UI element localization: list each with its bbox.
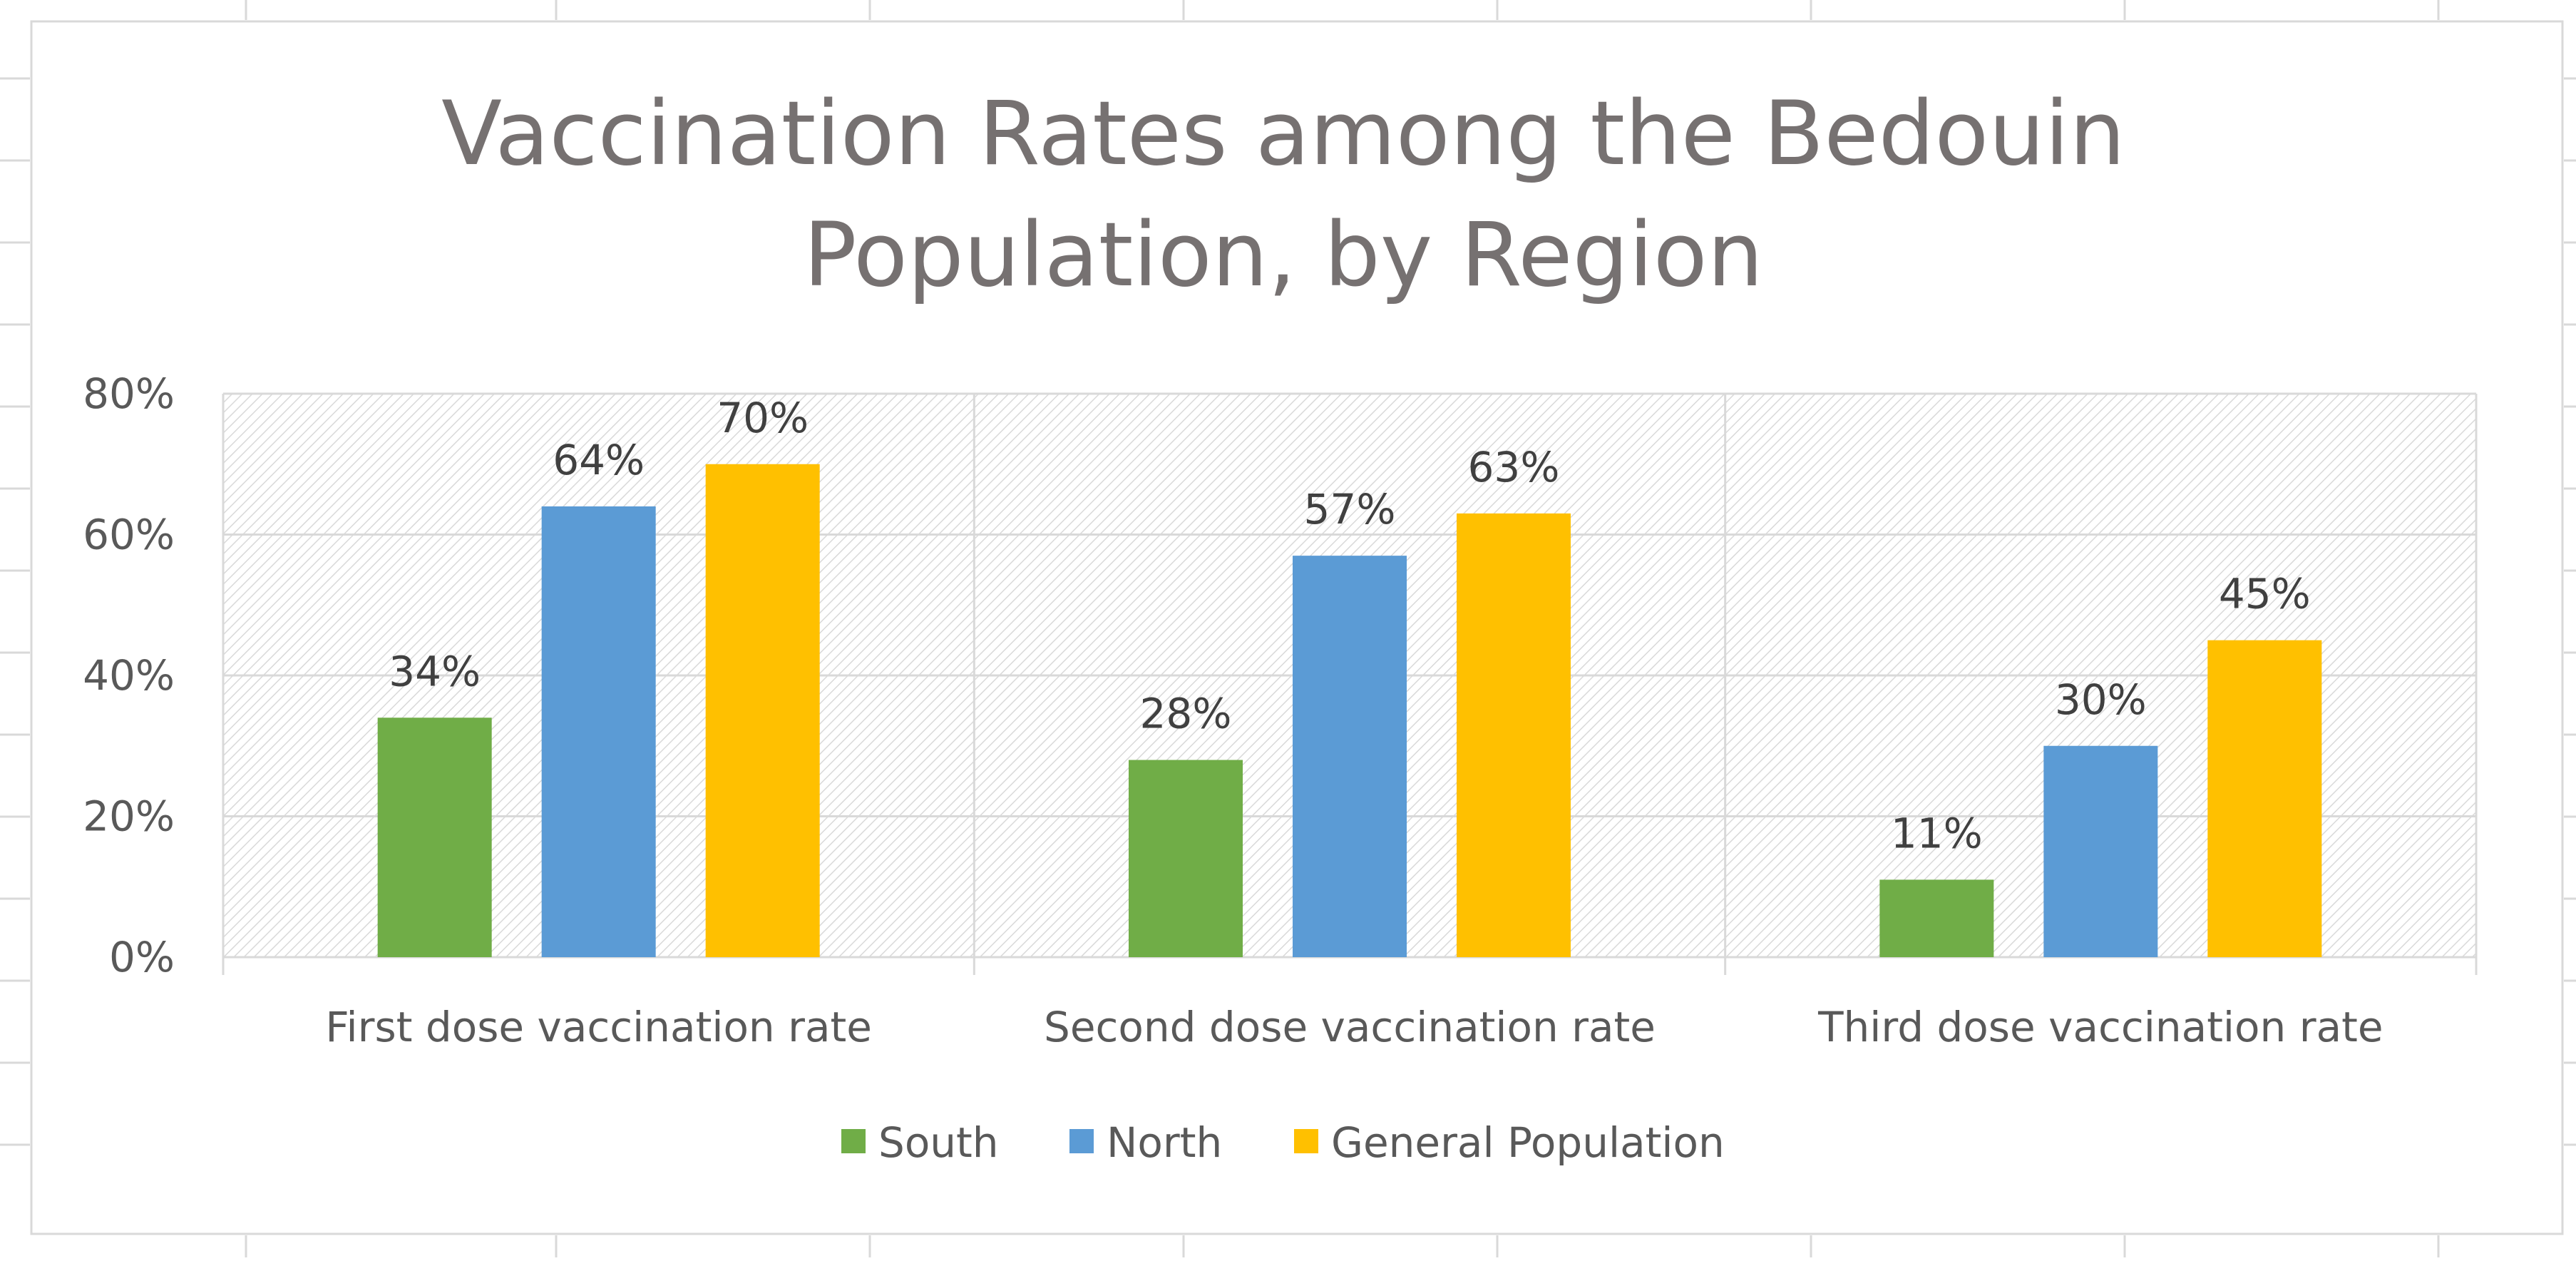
bar-south-1[interactable] <box>377 718 492 957</box>
data-label: 28% <box>1140 690 1232 738</box>
bar-north-3[interactable] <box>2043 745 2158 957</box>
bar-general-population-2[interactable] <box>1457 513 1571 957</box>
data-label: 30% <box>2055 675 2147 724</box>
bars <box>377 464 2322 958</box>
bar-south-2[interactable] <box>1129 760 1243 958</box>
y-tick-label: 60% <box>83 511 175 559</box>
data-label: 57% <box>1304 485 1396 534</box>
legend[interactable]: South North General Population <box>841 1118 1725 1167</box>
data-labels: 34% 64% 70% 28% 57% 63% 11% 30% 45% <box>389 394 2311 858</box>
legend-swatch <box>841 1129 866 1153</box>
x-axis-ticks: First dose vaccination rate Second dose v… <box>325 1003 2383 1051</box>
legend-item-north[interactable]: North <box>1069 1118 1222 1167</box>
data-label: 70% <box>717 394 809 442</box>
legend-label: General Population <box>1331 1118 1725 1167</box>
legend-label: South <box>878 1118 999 1167</box>
y-tick-label: 0% <box>109 933 175 981</box>
data-label: 34% <box>389 647 481 695</box>
legend-swatch <box>1069 1129 1094 1153</box>
bar-general-population-1[interactable] <box>705 464 820 957</box>
y-axis-ticks: 0% 20% 40% 60% 80% <box>83 369 175 981</box>
bar-north-2[interactable] <box>1293 556 1407 957</box>
x-tick-label: Second dose vaccination rate <box>1044 1003 1656 1051</box>
x-tick-label: First dose vaccination rate <box>325 1003 872 1051</box>
bar-general-population-3[interactable] <box>2207 640 2322 957</box>
chart-title-line-2: Population, by Region <box>804 204 1763 307</box>
legend-swatch <box>1294 1129 1318 1153</box>
data-label: 11% <box>1891 809 1983 857</box>
y-tick-label: 40% <box>83 651 175 700</box>
data-label: 63% <box>1468 443 1560 491</box>
y-tick-label: 80% <box>83 369 175 418</box>
legend-item-general-population[interactable]: General Population <box>1294 1118 1725 1167</box>
y-tick-label: 20% <box>83 792 175 841</box>
data-label: 45% <box>2219 570 2311 618</box>
data-label: 64% <box>553 436 645 484</box>
chart-title-line-1: Vaccination Rates among the Bedouin <box>441 83 2125 185</box>
x-tick-label: Third dose vaccination rate <box>1817 1003 2383 1051</box>
legend-label: North <box>1107 1118 1222 1167</box>
bar-north-1[interactable] <box>541 506 656 957</box>
legend-item-south[interactable]: South <box>841 1118 999 1167</box>
bar-south-3[interactable] <box>1879 879 1994 957</box>
